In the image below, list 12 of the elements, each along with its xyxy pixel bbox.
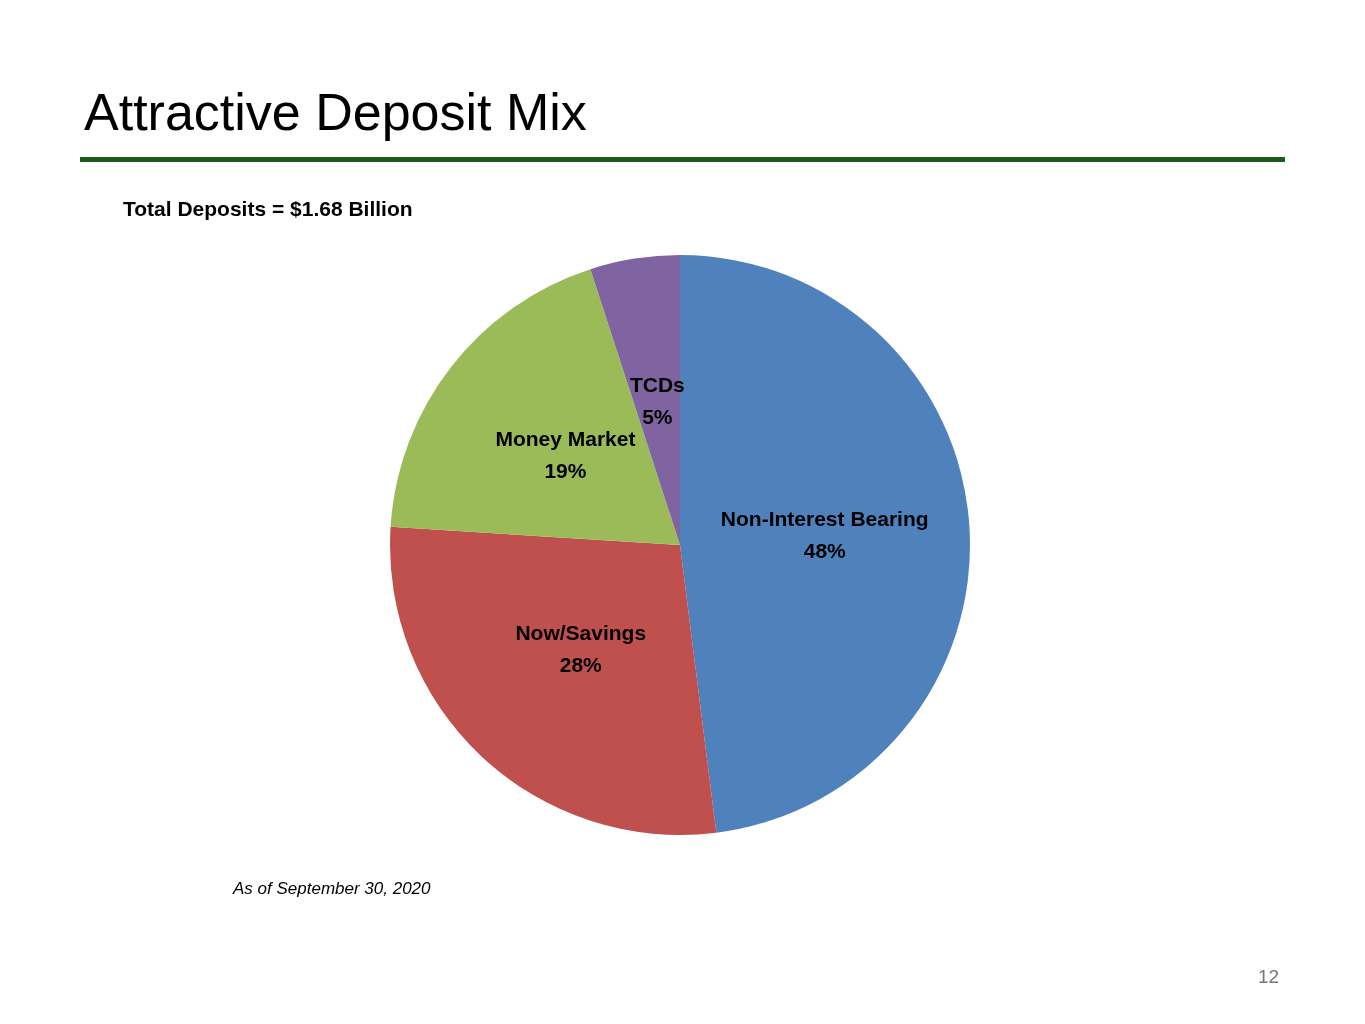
data-label: 48% <box>803 538 847 562</box>
data-label: 28% <box>559 653 603 677</box>
chart-subtitle: Total Deposits = $1.68 Billion <box>123 197 413 221</box>
slice-label: Now/Savings <box>515 621 647 645</box>
slice-label: TCDs <box>629 372 685 396</box>
data-label: 5% <box>642 404 673 428</box>
text: 12 <box>1258 966 1280 988</box>
chart-title: Attractive Deposit Mix <box>84 82 587 142</box>
text: As of September 30, 2020 <box>233 879 431 899</box>
slice-label: Non-Interest Bearing <box>720 506 929 530</box>
slice-label: Money Market <box>495 426 636 450</box>
data-label: 19% <box>544 458 587 482</box>
